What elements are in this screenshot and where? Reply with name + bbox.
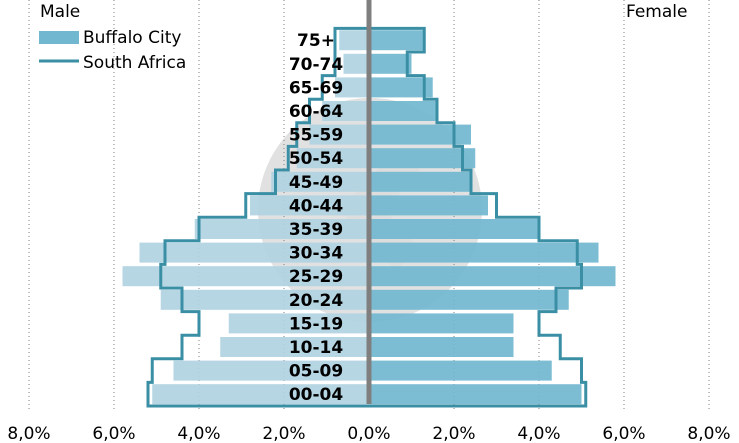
age-label-40-44: 40-44 <box>289 196 344 216</box>
bar-male-05-09 <box>173 360 369 381</box>
x-tick-label: 8,0% <box>7 424 50 443</box>
bar-male-00-04 <box>152 384 369 405</box>
age-label-35-39: 35-39 <box>289 220 343 240</box>
bar-female-40-44 <box>369 195 488 216</box>
x-tick-label: 6,0% <box>92 424 135 443</box>
x-tick-label: 2,0% <box>262 424 305 443</box>
bar-female-45-49 <box>369 171 471 192</box>
bar-male-75+ <box>339 30 369 51</box>
bar-male-15-19 <box>228 313 369 334</box>
bar-male-40-44 <box>250 195 369 216</box>
outline-male <box>146 26 369 408</box>
bar-female-55-59 <box>369 124 471 145</box>
female-label: Female <box>626 2 687 22</box>
bar-male-45-49 <box>271 171 369 192</box>
bar-female-00-04 <box>369 384 582 405</box>
bar-female-25-29 <box>369 266 616 287</box>
age-label-20-24: 20-24 <box>289 291 344 311</box>
age-label-45-49: 45-49 <box>289 173 343 193</box>
bar-male-70-74 <box>343 53 369 74</box>
age-group-labels: 00-04 05-09 10-14 15-19 20-24 25-29 30-34 35-39… <box>289 31 344 405</box>
outline-female <box>369 26 588 408</box>
male-label: Male <box>40 2 80 22</box>
x-tick-label: 4,0% <box>517 424 560 443</box>
age-label-50-54: 50-54 <box>289 149 344 169</box>
bar-female-50-54 <box>369 148 476 169</box>
legend-swatch-buffalo-city <box>39 31 79 44</box>
age-label-60-64: 60-64 <box>289 102 344 122</box>
x-tick-label: 4,0% <box>177 424 220 443</box>
bar-female-15-19 <box>369 313 514 334</box>
age-label-05-09: 05-09 <box>289 362 343 382</box>
bar-male-55-59 <box>309 124 369 145</box>
bar-male-65-69 <box>335 77 369 98</box>
bar-female-70-74 <box>369 53 412 74</box>
bar-male-20-24 <box>160 289 369 310</box>
bar-male-10-14 <box>220 337 369 357</box>
legend-label-south-africa: South Africa <box>83 53 186 73</box>
legend: Buffalo City South Africa <box>39 28 186 73</box>
bar-female-05-09 <box>369 360 552 381</box>
bar-female-10-14 <box>369 337 514 357</box>
south-africa-outline-group <box>146 26 588 408</box>
age-label-65-69: 65-69 <box>289 78 343 98</box>
legend-label-buffalo-city: Buffalo City <box>83 28 181 48</box>
bar-female-35-39 <box>369 219 539 239</box>
bar-male-30-34 <box>139 242 369 263</box>
bar-female-60-64 <box>369 101 437 121</box>
age-label-10-14: 10-14 <box>289 338 344 358</box>
bar-male-25-29 <box>122 266 369 287</box>
bars-group <box>122 30 616 405</box>
age-label-15-19: 15-19 <box>289 314 343 334</box>
age-label-70-74: 70-74 <box>289 55 344 75</box>
bar-female-20-24 <box>369 289 569 310</box>
x-tick-labels: 8,0% 6,0% 4,0% 2,0% 0,0% 2,0% 4,0% 6,0% 8,0% <box>7 424 730 443</box>
age-label-75+: 75+ <box>297 31 335 51</box>
bar-female-30-34 <box>369 242 599 263</box>
bar-female-75+ <box>369 30 425 51</box>
bar-male-60-64 <box>322 101 369 121</box>
x-tick-label: 6,0% <box>602 424 645 443</box>
age-label-55-59: 55-59 <box>289 126 343 146</box>
age-label-25-29: 25-29 <box>289 267 343 287</box>
x-tick-label: 2,0% <box>432 424 475 443</box>
age-label-00-04: 00-04 <box>289 385 344 405</box>
x-tick-label: 8,0% <box>687 424 730 443</box>
bar-male-35-39 <box>194 219 369 239</box>
bar-female-65-69 <box>369 77 433 98</box>
bar-male-50-54 <box>296 148 369 169</box>
grid-lines <box>28 0 710 412</box>
x-tick-label: 0,0% <box>347 424 390 443</box>
age-label-30-34: 30-34 <box>289 244 344 264</box>
